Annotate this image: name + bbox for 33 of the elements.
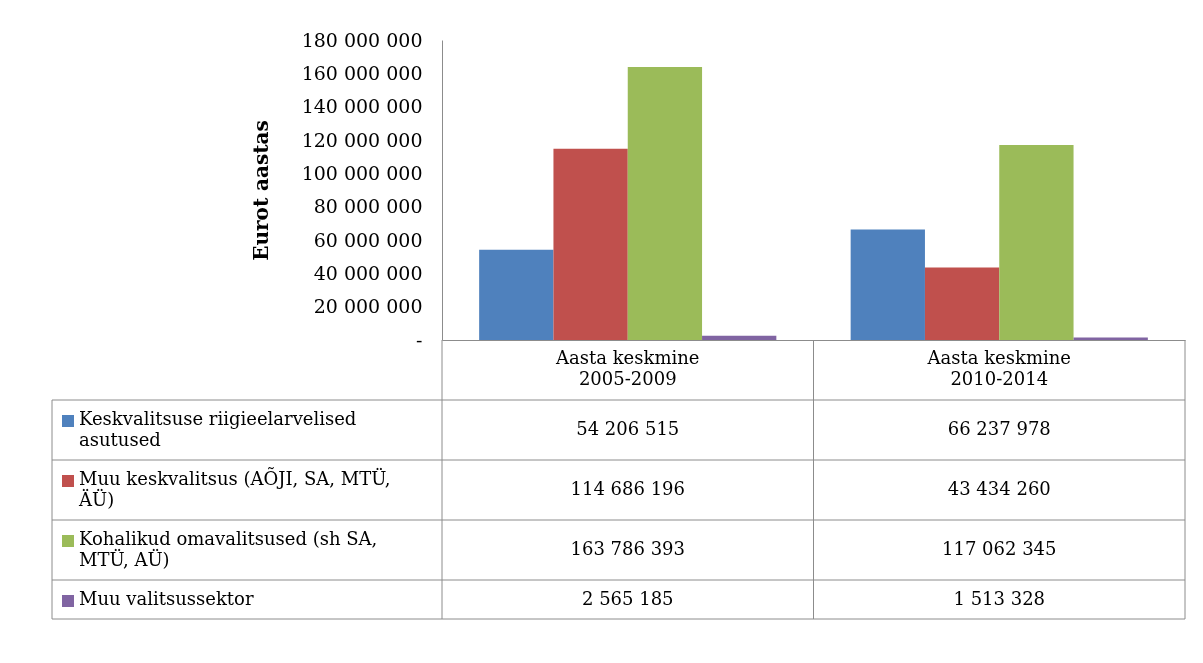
- data-label: 66 237 978: [947, 418, 1051, 439]
- data-label: 54 206 515: [576, 418, 680, 439]
- data-label: 43 434 260: [947, 478, 1051, 499]
- bar: [479, 249, 554, 340]
- data-label: 163 786 393: [570, 538, 686, 559]
- data-label: 2 565 185: [581, 587, 674, 609]
- x-tick-label: Aasta keskmine 2010-2014: [926, 346, 1071, 389]
- y-tick-label: 160 000 000: [301, 61, 423, 84]
- bar: [850, 229, 925, 340]
- legend-label: Muu keskvalitsus (AÕJI, SA, MTÜ, ÄÜ): [78, 467, 391, 510]
- legend-label: Muu valitsussektor: [79, 588, 254, 609]
- y-tick-label: 100 000 000: [301, 161, 423, 184]
- bar: [553, 148, 628, 340]
- y-tick-label: 20 000 000: [313, 295, 423, 318]
- data-label: 114 686 196: [570, 478, 686, 499]
- y-tick-label: 180 000 000: [301, 28, 423, 51]
- y-tick-label: -: [416, 328, 423, 351]
- bar: [627, 67, 703, 340]
- legend-label: Kohalikud omavalitsused (sh SA, MTÜ, AÜ): [79, 528, 378, 570]
- data-label: 1 513 328: [953, 587, 1046, 609]
- data-label: 117 062 345: [941, 538, 1057, 559]
- y-tick-label: 140 000 000: [301, 95, 423, 118]
- x-tick-label: Aasta keskmine 2005-2009: [555, 346, 700, 389]
- y-axis-title: Eurot aastas: [248, 120, 273, 261]
- legend-label: Keskvalitsuse riigieelarvelised asutused: [79, 408, 357, 450]
- y-tick-label: 120 000 000: [301, 128, 423, 151]
- y-tick-label: 80 000 000: [313, 195, 423, 218]
- bar: [702, 335, 777, 340]
- bar: [924, 267, 1000, 340]
- y-tick-label: 60 000 000: [313, 228, 423, 251]
- bar: [1073, 337, 1148, 340]
- bar: [999, 144, 1074, 340]
- y-tick-label: 40 000 000: [313, 261, 423, 284]
